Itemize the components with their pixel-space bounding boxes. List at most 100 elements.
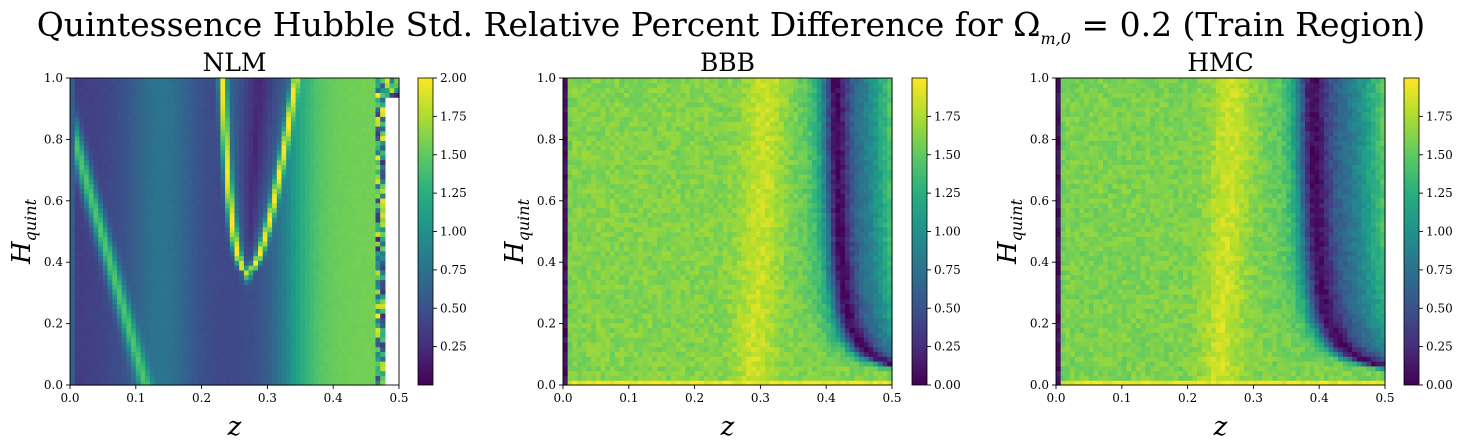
heatmap-cell (79, 308, 85, 314)
heatmap-cell (262, 375, 268, 381)
heatmap-cell (319, 303, 325, 309)
heatmap-cell (295, 78, 301, 84)
heatmap-cell (102, 279, 109, 285)
heatmap-cell (102, 207, 109, 213)
heatmap-cell (102, 226, 109, 233)
heatmap-cell (577, 101, 583, 108)
heatmap-cell (577, 341, 583, 348)
heatmap-cell (84, 361, 90, 367)
heatmap-cell (126, 92, 132, 98)
heatmap-cell (591, 183, 597, 189)
heatmap-cell (164, 241, 170, 247)
heatmap-cell (206, 149, 212, 156)
heatmap-cell (168, 245, 174, 252)
heatmap-cell (154, 111, 160, 117)
heatmap-cell (206, 87, 212, 93)
heatmap-cell (581, 327, 588, 333)
heatmap-cell (192, 183, 198, 189)
heatmap-cell (267, 183, 273, 189)
heatmap-cell (182, 101, 189, 108)
heatmap-cell (164, 298, 170, 305)
heatmap-cell (347, 183, 353, 189)
heatmap-cell (605, 365, 611, 372)
heatmap-cell (243, 178, 250, 185)
heatmap-cell (131, 375, 137, 381)
heatmap-cell (323, 265, 330, 271)
heatmap-cell (168, 154, 174, 161)
heatmap-cell (135, 236, 142, 242)
heatmap-cell (605, 380, 611, 386)
heatmap-cell (258, 78, 264, 84)
heatmap-cell (248, 121, 254, 127)
heatmap-cell (276, 274, 283, 281)
heatmap-cell (84, 250, 90, 257)
heatmap-cell (145, 221, 151, 228)
heatmap-cell (149, 265, 156, 271)
heatmap-cell (229, 125, 236, 132)
heatmap-cell (323, 303, 330, 309)
heatmap-cell (201, 303, 207, 309)
heatmap-cell (112, 279, 118, 285)
heatmap-cell (220, 212, 226, 218)
heatmap-cell (375, 111, 381, 117)
heatmap-cell (258, 274, 264, 281)
heatmap-cell (366, 178, 372, 185)
heatmap-cell (248, 231, 254, 237)
heatmap-cell (220, 87, 226, 93)
heatmap-cell (258, 207, 264, 213)
heatmap-cell (581, 260, 588, 266)
heatmap-cell (281, 101, 287, 108)
heatmap-cell (243, 279, 250, 285)
heatmap-cell (272, 135, 278, 141)
heatmap-cell (201, 106, 207, 113)
heatmap-cell (281, 188, 287, 194)
heatmap-cell (314, 298, 320, 305)
heatmap-cell (117, 135, 123, 141)
heatmap-cell (220, 164, 226, 170)
heatmap-cell (380, 149, 386, 156)
heatmap-cell (581, 97, 588, 103)
heatmap-cell (164, 313, 170, 319)
heatmap-cell (586, 361, 592, 367)
heatmap-cell (187, 149, 193, 156)
heatmap-cell (319, 337, 325, 343)
heatmap-cell (323, 106, 330, 113)
heatmap-cell (201, 289, 207, 295)
heatmap-cell (262, 365, 268, 372)
heatmap-cell (206, 284, 212, 290)
heatmap-cell (300, 145, 306, 151)
heatmap-cell (290, 274, 297, 281)
heatmap-cell (201, 202, 207, 209)
heatmap-cell (586, 173, 592, 180)
heatmap-cell (159, 265, 165, 271)
heatmap-cell (262, 183, 268, 189)
heatmap-cell (201, 337, 207, 343)
heatmap-cell (276, 202, 283, 209)
heatmap-cell (600, 78, 606, 84)
heatmap-cell (328, 231, 334, 237)
heatmap-cell (112, 231, 118, 237)
heatmap-cell (215, 130, 221, 137)
heatmap-cell (366, 193, 372, 199)
heatmap-cell (201, 308, 207, 314)
heatmap-cell (225, 298, 231, 305)
heatmap-cell (567, 365, 573, 372)
heatmap-cell (253, 212, 259, 218)
heatmap-cell (586, 332, 592, 338)
heatmap-cell (187, 293, 193, 300)
heatmap-cell (149, 245, 156, 252)
heatmap-cell (356, 188, 362, 194)
heatmap-cell (239, 284, 245, 290)
heatmap-cell (300, 255, 306, 261)
heatmap-cell (196, 269, 203, 276)
heatmap-cell (196, 298, 203, 305)
heatmap-cell (178, 337, 184, 343)
heatmap-cell (70, 111, 76, 117)
heatmap-cell (248, 279, 254, 285)
heatmap-cell (140, 197, 146, 204)
heatmap-cell (333, 173, 339, 180)
heatmap-cell (211, 380, 217, 386)
heatmap-cell (248, 193, 254, 199)
heatmap-cell (79, 193, 85, 199)
heatmap-cell (79, 217, 85, 223)
